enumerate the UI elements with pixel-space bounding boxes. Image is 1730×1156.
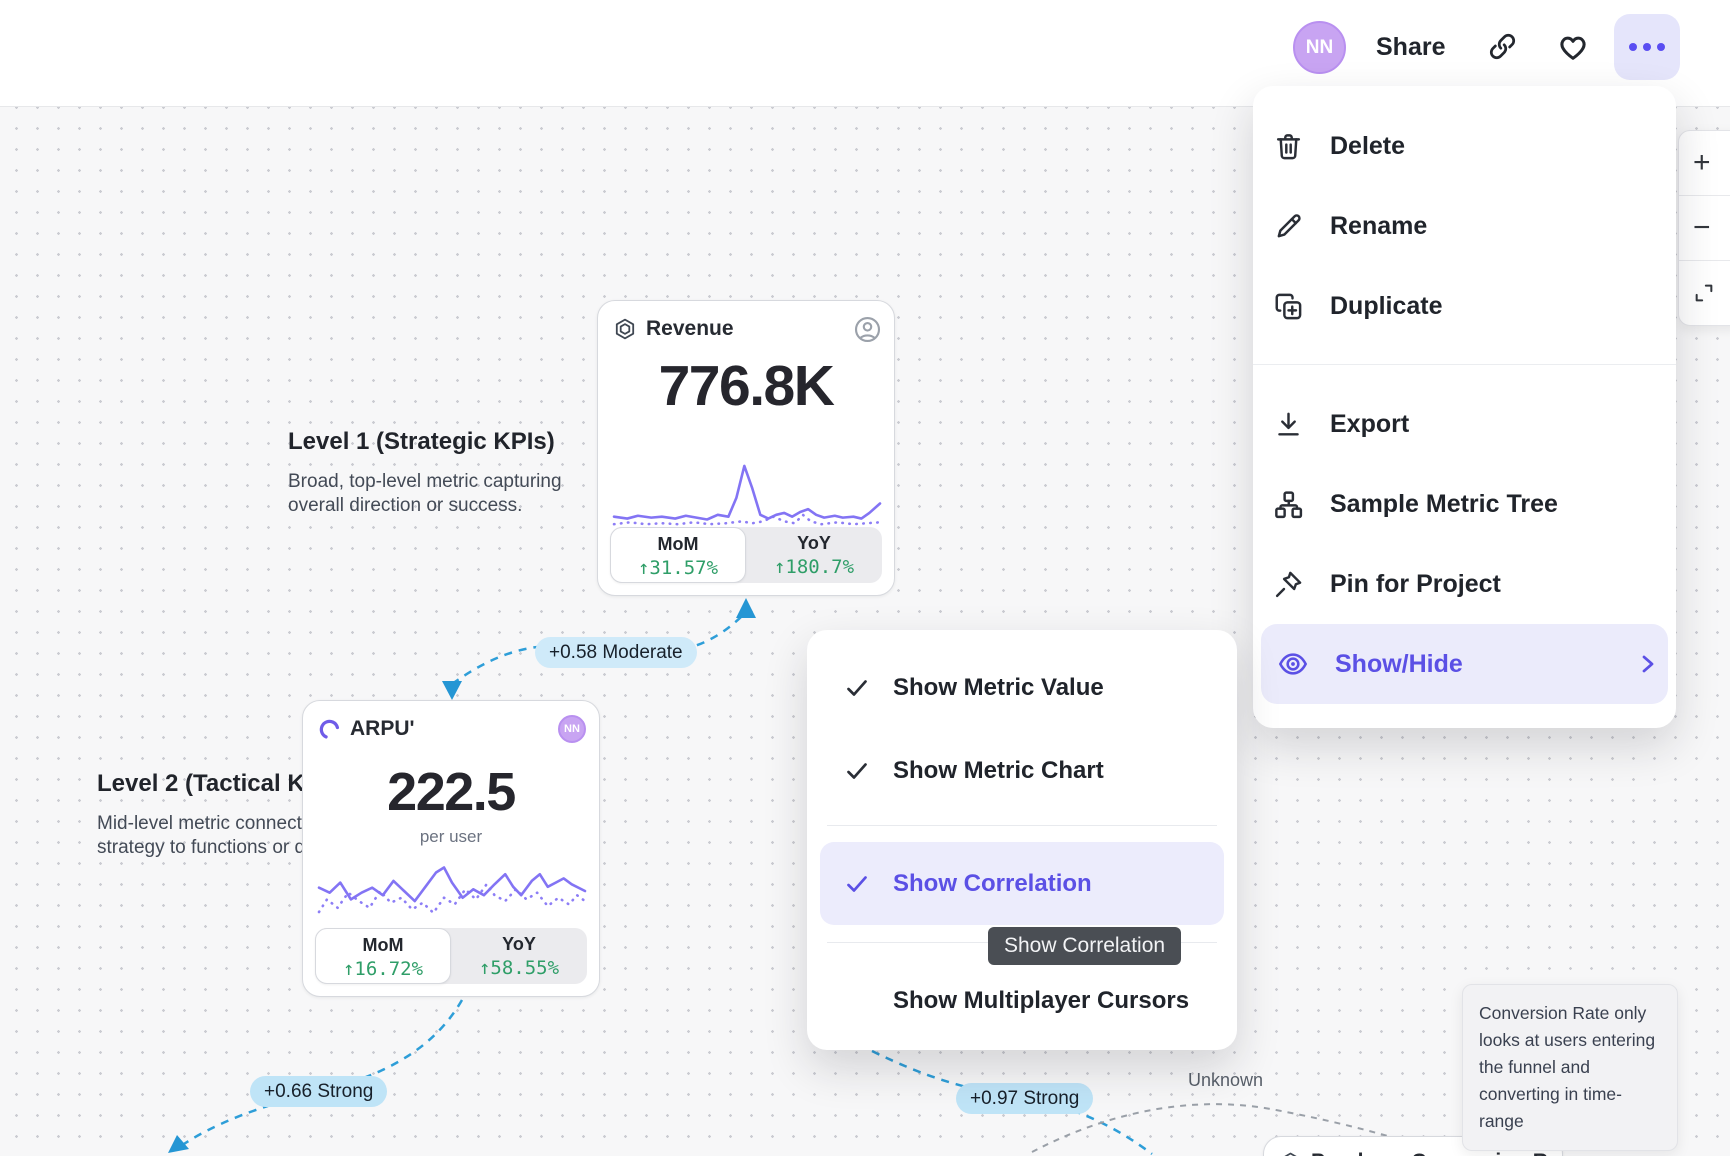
tree-icon bbox=[1275, 490, 1303, 518]
yoy-tab[interactable]: YoY ↑58.55% bbox=[451, 928, 587, 984]
menu-item-label: Duplicate bbox=[1330, 291, 1443, 320]
correlation-badge[interactable]: +0.97 Strong bbox=[956, 1083, 1094, 1114]
menu-item-show-hide[interactable]: Show/Hide bbox=[1261, 624, 1668, 704]
submenu-item-label: Show Metric Value bbox=[893, 673, 1104, 701]
fullscreen-icon bbox=[1695, 284, 1713, 302]
trash-icon bbox=[1276, 133, 1301, 159]
menu-item-duplicate[interactable]: Duplicate bbox=[1253, 266, 1676, 346]
menu-divider bbox=[1253, 364, 1676, 365]
menu-item-pin-for-project[interactable]: Pin for Project bbox=[1253, 544, 1676, 624]
check-icon bbox=[847, 679, 867, 696]
menu-item-label: Export bbox=[1330, 409, 1410, 438]
metric-card-revenue[interactable]: Revenue 776.8K MoM ↑31.57% YoY ↑180.7% bbox=[597, 300, 895, 596]
duplicate-icon bbox=[1275, 293, 1302, 319]
sparkline-chart bbox=[319, 849, 585, 933]
collaborator-avatar: NN bbox=[558, 715, 586, 743]
edge-arrow-sw bbox=[168, 1135, 189, 1153]
correlation-badge[interactable]: +0.66 Strong bbox=[250, 1076, 388, 1107]
submenu-item-show-metric-chart[interactable]: Show Metric Chart bbox=[807, 729, 1237, 812]
level-1-annotation: Level 1 (Strategic KPIs) Broad, top-leve… bbox=[288, 428, 562, 518]
hexagon-badge-icon bbox=[1283, 1152, 1298, 1156]
check-placeholder bbox=[845, 989, 869, 1013]
period-toggle: MoM ↑31.57% YoY ↑180.7% bbox=[610, 527, 882, 583]
pencil-icon bbox=[1277, 213, 1301, 237]
submenu-divider bbox=[827, 825, 1217, 826]
submenu-item-show-metric-value[interactable]: Show Metric Value bbox=[807, 646, 1237, 729]
owner-avatar-icon bbox=[854, 316, 881, 342]
eye-icon bbox=[1278, 653, 1308, 675]
metric-value: 222.5 bbox=[387, 762, 516, 822]
card-title: Revenue bbox=[646, 317, 734, 340]
menu-item-label: Pin for Project bbox=[1330, 569, 1501, 598]
yoy-value: ↑180.7% bbox=[773, 556, 855, 578]
sparkline-chart bbox=[614, 449, 880, 543]
context-menu: Delete Rename Duplicate Export Sample Me bbox=[1253, 86, 1676, 728]
favorite-heart-icon[interactable] bbox=[1555, 30, 1591, 64]
menu-item-delete[interactable]: Delete bbox=[1253, 106, 1676, 186]
chevron-right-icon bbox=[1642, 655, 1654, 673]
share-button[interactable]: Share bbox=[1376, 33, 1446, 61]
submenu-item-label: Show Multiplayer Cursors bbox=[893, 986, 1190, 1014]
menu-item-label: Rename bbox=[1330, 211, 1428, 240]
show-hide-submenu: Show Metric Value Show Metric Chart Show… bbox=[807, 630, 1237, 1050]
menu-item-rename[interactable]: Rename bbox=[1253, 186, 1676, 266]
mom-label: MoM bbox=[362, 935, 404, 955]
metric-note: Conversion Rate only looks at users ente… bbox=[1462, 984, 1678, 1151]
edge-arrow-down bbox=[442, 681, 462, 700]
metric-value: 776.8K bbox=[658, 354, 835, 418]
download-icon bbox=[1278, 412, 1299, 436]
submenu-item-show-correlation[interactable]: Show Correlation bbox=[820, 842, 1224, 925]
mom-value: ↑16.72% bbox=[342, 958, 424, 980]
zoom-out-button[interactable]: − bbox=[1679, 195, 1730, 260]
card-title: ARPU' bbox=[350, 717, 415, 740]
edge-arrow-up bbox=[736, 598, 756, 618]
metric-unit: per user bbox=[419, 827, 483, 846]
submenu-item-show-multiplayer-cursors[interactable]: Show Multiplayer Cursors bbox=[807, 959, 1237, 1042]
submenu-item-label: Show Metric Chart bbox=[893, 756, 1104, 784]
zoom-in-button[interactable]: + bbox=[1693, 146, 1711, 179]
canvas-zoom-controls: + − bbox=[1678, 130, 1730, 326]
menu-item-label: Delete bbox=[1330, 131, 1406, 160]
menu-item-label: Sample Metric Tree bbox=[1330, 489, 1558, 518]
check-icon bbox=[847, 762, 867, 779]
yoy-label: YoY bbox=[502, 934, 536, 954]
pin-icon bbox=[1275, 571, 1302, 597]
mom-value: ↑31.57% bbox=[637, 557, 719, 579]
level-2-annotation: Level 2 (Tactical KPIs) Mid-level metric… bbox=[97, 770, 349, 860]
check-icon bbox=[847, 875, 867, 892]
menu-item-label: Show/Hide bbox=[1335, 649, 1463, 678]
hexagon-badge-icon bbox=[615, 318, 635, 340]
correlation-unknown-label: Unknown bbox=[1188, 1070, 1264, 1090]
more-options-button[interactable] bbox=[1614, 14, 1680, 80]
yoy-tab[interactable]: YoY ↑180.7% bbox=[746, 527, 882, 583]
mom-tab[interactable]: MoM ↑16.72% bbox=[315, 928, 451, 984]
user-avatar[interactable]: NN bbox=[1293, 21, 1346, 74]
yoy-label: YoY bbox=[797, 533, 831, 553]
correlation-badge[interactable]: +0.58 Moderate bbox=[535, 637, 697, 668]
mom-tab[interactable]: MoM ↑31.57% bbox=[610, 527, 746, 583]
menu-item-export[interactable]: Export bbox=[1253, 384, 1676, 464]
level-2-description: Mid-level metric connecting strategy to f… bbox=[97, 813, 343, 858]
show-correlation-tooltip: Show Correlation bbox=[988, 927, 1182, 965]
metric-card-arpu[interactable]: ARPU' NN 222.5 per user MoM ↑16.72% YoY … bbox=[302, 700, 600, 997]
level-1-description: Broad, top-level metric capturing overall… bbox=[288, 471, 562, 516]
level-1-title: Level 1 (Strategic KPIs) bbox=[288, 428, 555, 455]
submenu-item-label: Show Correlation bbox=[893, 869, 1092, 897]
period-toggle: MoM ↑16.72% YoY ↑58.55% bbox=[315, 928, 587, 984]
mom-label: MoM bbox=[657, 534, 699, 554]
arc-metric-icon bbox=[319, 719, 340, 739]
yoy-value: ↑58.55% bbox=[478, 957, 560, 979]
copy-link-icon[interactable] bbox=[1487, 31, 1518, 62]
menu-item-sample-metric-tree[interactable]: Sample Metric Tree bbox=[1253, 464, 1676, 544]
fit-view-button[interactable] bbox=[1679, 260, 1730, 325]
